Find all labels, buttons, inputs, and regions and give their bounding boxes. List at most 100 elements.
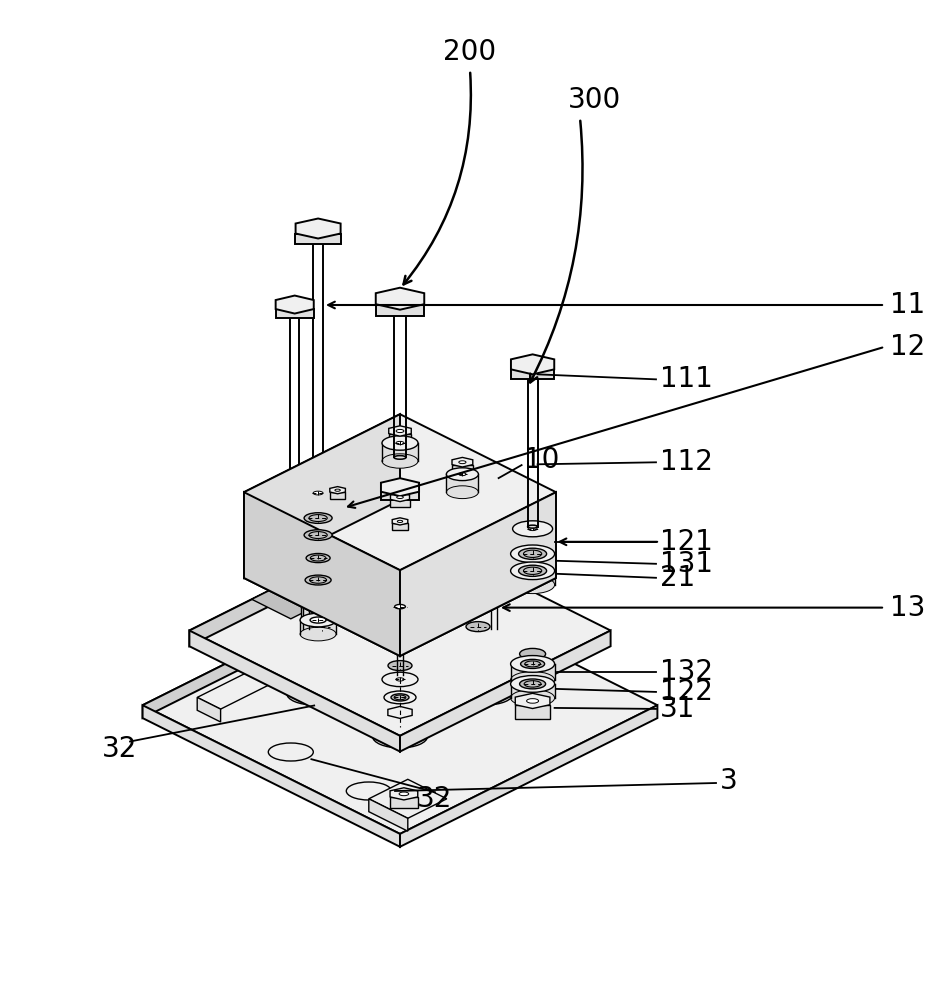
Ellipse shape xyxy=(458,682,514,705)
Ellipse shape xyxy=(518,548,547,559)
Ellipse shape xyxy=(313,475,323,478)
Polygon shape xyxy=(389,434,412,444)
Ellipse shape xyxy=(511,545,554,563)
Ellipse shape xyxy=(513,543,553,559)
Ellipse shape xyxy=(309,532,327,539)
Polygon shape xyxy=(330,492,345,499)
Polygon shape xyxy=(513,529,553,551)
Ellipse shape xyxy=(296,527,340,543)
Ellipse shape xyxy=(394,695,406,700)
Ellipse shape xyxy=(306,553,330,563)
Ellipse shape xyxy=(381,643,419,659)
Ellipse shape xyxy=(296,572,340,588)
Ellipse shape xyxy=(396,678,404,681)
Ellipse shape xyxy=(268,743,313,761)
Ellipse shape xyxy=(373,639,428,662)
Polygon shape xyxy=(376,288,424,310)
Ellipse shape xyxy=(305,575,331,585)
Ellipse shape xyxy=(524,681,541,687)
Polygon shape xyxy=(143,577,400,718)
Ellipse shape xyxy=(382,690,418,705)
Ellipse shape xyxy=(312,599,324,603)
Ellipse shape xyxy=(296,566,340,582)
Text: 3: 3 xyxy=(720,767,738,795)
Polygon shape xyxy=(244,414,556,570)
Polygon shape xyxy=(189,631,400,752)
Polygon shape xyxy=(388,706,412,718)
Ellipse shape xyxy=(346,782,391,800)
Text: 111: 111 xyxy=(660,365,713,393)
Polygon shape xyxy=(197,697,221,722)
Ellipse shape xyxy=(313,491,323,495)
Polygon shape xyxy=(511,369,554,379)
Ellipse shape xyxy=(528,525,537,528)
Polygon shape xyxy=(143,577,657,834)
Polygon shape xyxy=(391,499,410,507)
Ellipse shape xyxy=(458,473,466,476)
Polygon shape xyxy=(452,465,473,475)
Polygon shape xyxy=(143,705,400,847)
Ellipse shape xyxy=(382,454,418,468)
Ellipse shape xyxy=(391,694,409,701)
Polygon shape xyxy=(400,631,611,752)
Polygon shape xyxy=(296,580,340,594)
Ellipse shape xyxy=(376,622,424,641)
Ellipse shape xyxy=(393,520,407,526)
Polygon shape xyxy=(276,296,314,314)
Ellipse shape xyxy=(511,690,554,706)
Polygon shape xyxy=(511,664,554,680)
Polygon shape xyxy=(296,219,340,238)
Polygon shape xyxy=(511,554,554,568)
Ellipse shape xyxy=(523,567,542,574)
Polygon shape xyxy=(296,535,340,549)
Polygon shape xyxy=(511,571,554,585)
Polygon shape xyxy=(296,558,340,574)
Polygon shape xyxy=(296,493,340,515)
Polygon shape xyxy=(392,523,408,530)
Polygon shape xyxy=(189,525,611,736)
Polygon shape xyxy=(376,607,424,632)
Ellipse shape xyxy=(394,456,406,459)
Ellipse shape xyxy=(286,682,341,705)
Polygon shape xyxy=(380,492,419,500)
Ellipse shape xyxy=(296,586,340,602)
Polygon shape xyxy=(330,487,345,494)
Polygon shape xyxy=(197,666,283,709)
Ellipse shape xyxy=(446,468,478,481)
Ellipse shape xyxy=(397,496,403,499)
Ellipse shape xyxy=(446,486,478,499)
Ellipse shape xyxy=(301,613,336,627)
Polygon shape xyxy=(369,779,447,818)
Polygon shape xyxy=(384,697,416,709)
Ellipse shape xyxy=(511,576,554,594)
Ellipse shape xyxy=(523,550,542,557)
Ellipse shape xyxy=(296,510,340,526)
Text: 32: 32 xyxy=(417,785,453,813)
Ellipse shape xyxy=(384,691,416,704)
Polygon shape xyxy=(400,492,556,656)
Ellipse shape xyxy=(382,672,418,687)
Ellipse shape xyxy=(309,515,327,522)
Ellipse shape xyxy=(296,524,340,540)
Text: 12: 12 xyxy=(890,333,925,361)
Ellipse shape xyxy=(384,703,416,716)
Ellipse shape xyxy=(304,513,332,523)
Polygon shape xyxy=(511,354,554,374)
Ellipse shape xyxy=(467,686,505,702)
Text: 13: 13 xyxy=(890,594,925,622)
Text: 131: 131 xyxy=(660,550,713,578)
Polygon shape xyxy=(252,553,384,619)
Ellipse shape xyxy=(335,489,340,491)
Ellipse shape xyxy=(296,485,340,501)
Ellipse shape xyxy=(398,520,402,522)
Ellipse shape xyxy=(519,679,546,689)
Polygon shape xyxy=(244,492,400,656)
Text: 32: 32 xyxy=(103,735,138,763)
Polygon shape xyxy=(391,493,410,502)
Ellipse shape xyxy=(310,577,326,583)
Ellipse shape xyxy=(388,661,412,671)
Ellipse shape xyxy=(296,550,340,566)
Ellipse shape xyxy=(388,583,412,593)
Ellipse shape xyxy=(511,676,554,692)
Ellipse shape xyxy=(381,728,419,744)
